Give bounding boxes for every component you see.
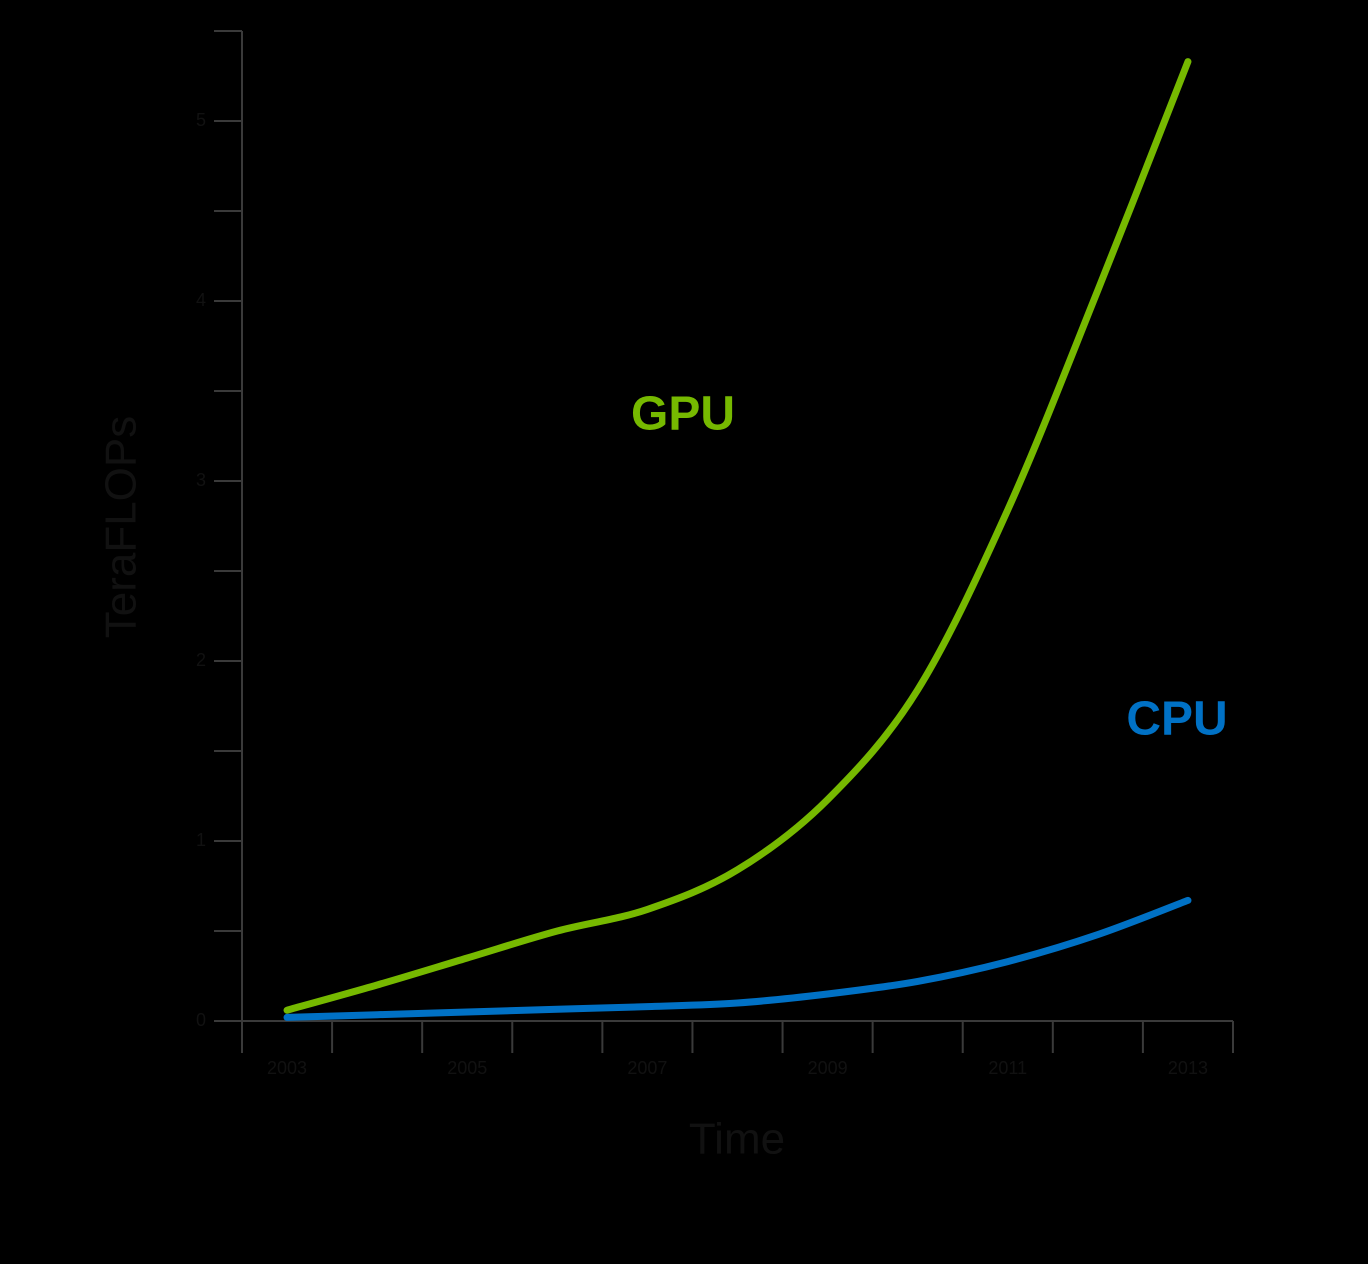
series-line [283,896,1192,1021]
series-label: GPU [631,388,735,441]
y-tick-label: 5 [196,110,206,130]
series-label: CPU [1126,693,1227,746]
y-tick-label: 2 [196,650,206,670]
x-tick-label: 2007 [627,1058,667,1078]
y-tick-label: 3 [196,470,206,490]
y-tick-label: 4 [196,290,206,310]
x-tick-label: 2003 [267,1058,307,1078]
series-line [283,58,1192,1014]
x-tick-label: 2005 [447,1058,487,1078]
y-axis-title: TeraFLOPs [97,416,146,639]
x-tick-label: 2009 [808,1058,848,1078]
x-tick-label: 2013 [1168,1058,1208,1078]
y-tick-label: 0 [196,1010,206,1030]
x-axis-title: Time [689,1115,785,1164]
x-tick-label: 2011 [988,1058,1027,1078]
y-tick-label: 1 [196,830,206,850]
